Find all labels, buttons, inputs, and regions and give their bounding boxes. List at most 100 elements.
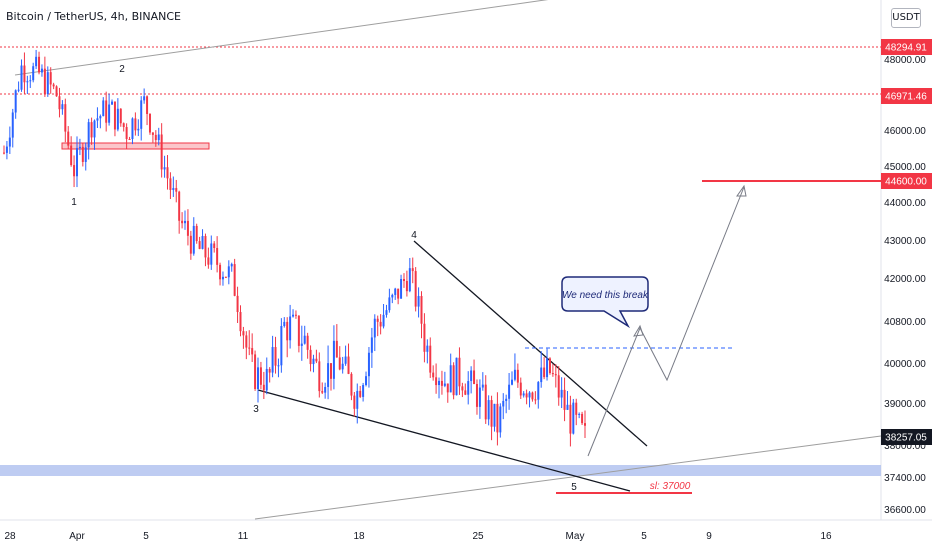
candle-body[interactable] <box>554 374 557 376</box>
candle-body[interactable] <box>569 404 572 434</box>
candle-body[interactable] <box>338 357 341 370</box>
candle-body[interactable] <box>23 65 26 83</box>
candle-body[interactable] <box>376 318 379 322</box>
candle-body[interactable] <box>318 361 321 392</box>
candle-body[interactable] <box>128 138 131 140</box>
candle-body[interactable] <box>154 134 157 141</box>
candle-body[interactable] <box>227 266 230 278</box>
candle-body[interactable] <box>324 386 327 393</box>
candle-body[interactable] <box>189 235 192 254</box>
candle-body[interactable] <box>38 56 41 73</box>
callout-bubble[interactable] <box>561 276 649 329</box>
candle-body[interactable] <box>408 268 411 292</box>
candle-body[interactable] <box>572 402 575 434</box>
candle-body[interactable] <box>84 147 87 162</box>
candle-body[interactable] <box>496 403 499 433</box>
candle-body[interactable] <box>216 248 219 265</box>
candle-body[interactable] <box>61 104 64 110</box>
candle-body[interactable] <box>397 288 400 299</box>
candle-body[interactable] <box>423 323 426 352</box>
candle-body[interactable] <box>511 379 514 385</box>
candle-body[interactable] <box>248 347 251 349</box>
candle-body[interactable] <box>224 276 227 278</box>
candle-body[interactable] <box>242 331 245 336</box>
candle-body[interactable] <box>382 314 385 327</box>
candle-body[interactable] <box>11 112 14 138</box>
candle-body[interactable] <box>502 400 505 407</box>
candle-body[interactable] <box>499 406 502 433</box>
candle-body[interactable] <box>3 152 5 154</box>
candle-body[interactable] <box>534 399 537 401</box>
projected-path[interactable] <box>587 186 745 457</box>
candle-body[interactable] <box>484 384 487 420</box>
candle-body[interactable] <box>525 393 528 398</box>
candle-body[interactable] <box>210 243 213 265</box>
candle-body[interactable] <box>17 89 20 91</box>
rejection-zone[interactable] <box>61 142 210 150</box>
candle-body[interactable] <box>292 314 295 317</box>
candle-body[interactable] <box>233 264 236 296</box>
candle-body[interactable] <box>99 116 102 119</box>
candle-body[interactable] <box>280 326 283 366</box>
candle-body[interactable] <box>169 178 172 190</box>
candle-body[interactable] <box>452 365 455 396</box>
candle-body[interactable] <box>160 134 163 170</box>
candle-body[interactable] <box>443 383 446 386</box>
candle-body[interactable] <box>513 369 516 380</box>
candle-body[interactable] <box>52 84 55 87</box>
candle-body[interactable] <box>379 321 382 327</box>
candle-body[interactable] <box>192 225 195 254</box>
candle-body[interactable] <box>353 395 356 409</box>
candle-body[interactable] <box>327 363 330 387</box>
candle-body[interactable] <box>373 318 376 338</box>
channel-lower-line[interactable] <box>254 435 882 520</box>
candle-body[interactable] <box>175 188 178 192</box>
candle-body[interactable] <box>411 268 414 272</box>
candle-body[interactable] <box>213 243 216 249</box>
candle-body[interactable] <box>236 295 239 313</box>
candle-body[interactable] <box>198 241 201 249</box>
candle-body[interactable] <box>563 389 566 410</box>
currency-button[interactable]: USDT <box>891 8 921 28</box>
wedge-upper-trendline[interactable] <box>413 240 648 447</box>
candle-body[interactable] <box>341 363 344 370</box>
candle-body[interactable] <box>350 373 353 396</box>
candle-body[interactable] <box>429 345 432 373</box>
candle-body[interactable] <box>435 377 438 386</box>
candle-body[interactable] <box>111 101 114 105</box>
candle-body[interactable] <box>289 316 292 341</box>
candle-body[interactable] <box>67 131 70 146</box>
candle-body[interactable] <box>151 132 154 135</box>
candle-body[interactable] <box>359 390 362 397</box>
candle-body[interactable] <box>64 104 67 132</box>
candle-body[interactable] <box>43 68 46 94</box>
candle-body[interactable] <box>137 128 140 131</box>
candle-body[interactable] <box>146 96 149 114</box>
candle-body[interactable] <box>575 402 578 415</box>
candle-body[interactable] <box>519 382 522 396</box>
candle-body[interactable] <box>219 264 222 280</box>
candle-body[interactable] <box>332 340 335 379</box>
candle-body[interactable] <box>35 56 38 67</box>
candle-body[interactable] <box>329 363 332 379</box>
candle-body[interactable] <box>458 357 461 387</box>
candle-body[interactable] <box>455 357 458 396</box>
candle-body[interactable] <box>297 315 300 346</box>
candle-body[interactable] <box>122 123 125 128</box>
candle-body[interactable] <box>306 335 309 350</box>
candle-body[interactable] <box>578 413 581 415</box>
candle-body[interactable] <box>73 165 76 177</box>
candle-body[interactable] <box>157 134 160 141</box>
candle-body[interactable] <box>584 423 586 426</box>
candle-body[interactable] <box>528 392 531 398</box>
candle-body[interactable] <box>55 86 58 97</box>
candle-body[interactable] <box>560 389 563 398</box>
candle-body[interactable] <box>335 340 338 358</box>
candle-body[interactable] <box>420 296 423 324</box>
candle-body[interactable] <box>309 349 312 365</box>
candle-body[interactable] <box>26 81 29 83</box>
candle-body[interactable] <box>508 384 511 399</box>
candle-body[interactable] <box>78 146 81 149</box>
candle-body[interactable] <box>245 335 248 348</box>
